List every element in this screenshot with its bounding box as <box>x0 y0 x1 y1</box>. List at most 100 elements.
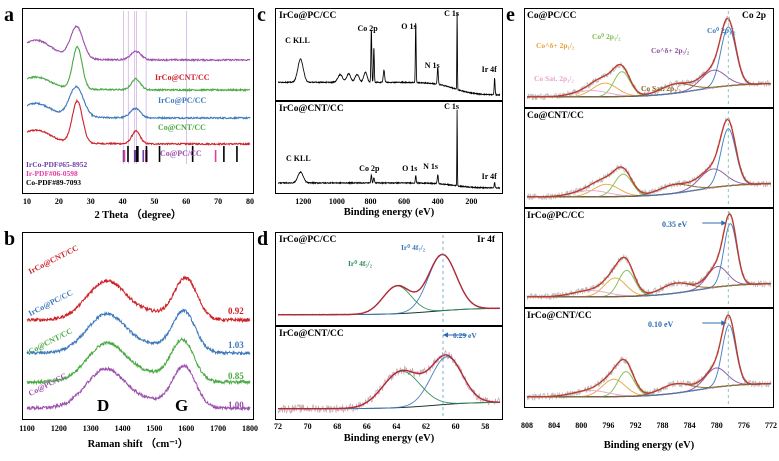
panel-c-letter: c <box>257 4 266 26</box>
x-tick: 1200 <box>50 424 67 433</box>
panel-b-ratio-3: 1.00 <box>228 400 244 410</box>
panel-d-letter: d <box>257 228 269 250</box>
x-tick: 1600 <box>178 424 195 433</box>
x-tick: 62 <box>422 422 430 431</box>
panel-a-plot <box>26 11 251 164</box>
panel-e-label-co0-2p12: Co⁰ 2p₁/₂ <box>592 32 621 41</box>
x-tick: 1800 <box>242 424 258 433</box>
x-tick: 1100 <box>19 424 35 433</box>
x-tick: 72 <box>274 422 282 431</box>
panel-e-plot <box>526 11 772 404</box>
panel-c-top-title: IrCo@PC/CC <box>279 11 337 21</box>
panel-c-peak-label: C KLL <box>286 153 311 163</box>
x-tick: 68 <box>333 422 342 431</box>
x-tick: 1700 <box>210 424 227 433</box>
panel-d-comp-52-label: Ir⁰ 4f₅/₂ <box>348 259 372 268</box>
panel-c-peak-label: C KLL <box>285 36 310 46</box>
x-tick: 10 <box>23 197 31 206</box>
panel-b-plot <box>26 275 251 412</box>
x-tick: 788 <box>656 421 669 430</box>
panel-c-peak-label: O 1s <box>402 163 418 173</box>
x-tick: 30 <box>86 197 95 206</box>
panel-c-peak-label: O 1s <box>401 22 417 32</box>
x-tick: 800 <box>575 421 588 430</box>
x-tick: 64 <box>392 422 401 431</box>
panel-e-title-1: Co@CNT/CC <box>527 111 584 121</box>
panel-d-top-title: IrCo@PC/CC <box>279 235 337 245</box>
x-tick: 80 <box>246 197 254 206</box>
panel-c-peak-label: Ir 4f <box>481 64 497 74</box>
panel-a-frame <box>22 8 254 194</box>
panel-c-peak-label: N 1s <box>424 60 440 70</box>
x-tick: 772 <box>765 421 777 430</box>
panel-c-peak-label: Co 2p <box>359 163 380 173</box>
x-tick: 808 <box>521 421 533 430</box>
x-tick: 796 <box>602 421 615 430</box>
panel-e-label-co-delta-2p12: Co^δ+ 2p₁/₂ <box>536 41 575 50</box>
panel-a-card-2: Co-PDF#89-7093 <box>26 178 81 187</box>
panel-e-label-co-sat-2p32: Co Sat. 2p₃/₂ <box>641 84 681 93</box>
x-tick: 792 <box>629 421 642 430</box>
x-tick: 1400 <box>114 424 131 433</box>
panel-c-peak-label: C 1s <box>444 9 459 19</box>
x-tick: 1500 <box>146 424 163 433</box>
panel-b-frame <box>22 232 254 420</box>
x-tick: 20 <box>54 197 63 206</box>
panel-a-card-1: Ir-PDF#06-0598 <box>26 169 78 178</box>
panel-a-xlabel: 2 Theta （degree） <box>94 210 182 221</box>
panel-e-title-2: IrCo@PC/CC <box>527 211 585 221</box>
panel-e-letter: e <box>506 4 515 26</box>
x-tick: 776 <box>737 421 750 430</box>
panel-e-corner-label: Co 2p <box>742 11 767 21</box>
x-tick: 50 <box>150 197 159 206</box>
panel-d-frame-bottom <box>275 326 503 420</box>
panel-e-title-0: Co@PC/CC <box>527 11 577 21</box>
panel-e-shift-pc: 0.35 eV <box>662 220 688 229</box>
panel-a-curve-label-3: Co@PC/CC <box>160 149 202 158</box>
x-tick: 400 <box>431 197 444 206</box>
panel-a-card-0: IrCo-PDF#65-8952 <box>26 160 88 169</box>
x-tick: 40 <box>118 197 127 206</box>
x-tick: 1200 <box>295 197 312 206</box>
x-tick: 70 <box>214 197 223 206</box>
panel-b-ratio-2: 0.85 <box>228 371 244 381</box>
panel-e-label-co-delta-2p32: Co^δ+ 2p₃/₂ <box>651 46 690 55</box>
panel-b-ratio-1: 1.03 <box>228 340 244 350</box>
x-tick: 1000 <box>328 197 345 206</box>
x-tick: 600 <box>398 197 411 206</box>
panel-b-band-g: G <box>175 396 189 415</box>
x-tick: 1300 <box>82 424 99 433</box>
x-tick: 780 <box>710 421 723 430</box>
panel-e-xlabel: Binding energy (eV) <box>603 440 695 451</box>
x-tick: 60 <box>451 422 460 431</box>
panel-c-peak-label: Co 2p <box>357 23 378 33</box>
panel-c-frame-top <box>275 8 503 101</box>
panel-e-title-3: IrCo@CNT/CC <box>527 311 592 321</box>
panel-e-label-co-sat-2p12: Co Sat. 2p₁/₂ <box>534 74 574 83</box>
x-tick: 66 <box>362 422 371 431</box>
panel-c-xlabel: Binding energy (eV) <box>343 207 435 218</box>
x-tick: 60 <box>182 197 191 206</box>
panel-b-ratio-0: 0.92 <box>228 306 244 316</box>
panel-c-frame-bottom <box>275 101 503 194</box>
x-tick: 800 <box>364 197 377 206</box>
panel-e-label-co0-2p32: Co⁰ 2p₃/₂ <box>707 26 736 35</box>
panel-e-frame-2 <box>524 208 774 308</box>
panel-d-corner-label: Ir 4f <box>477 235 496 245</box>
panel-a-curve-label-2: Co@CNT/CC <box>158 123 206 132</box>
panel-a-letter: a <box>4 4 14 26</box>
x-tick: 58 <box>481 422 490 431</box>
x-tick: 200 <box>465 197 478 206</box>
x-tick: 784 <box>683 421 696 430</box>
panel-a-curve-label-0: IrCo@CNT/CC <box>155 73 210 82</box>
panel-d-bottom-title: IrCo@CNT/CC <box>279 329 344 339</box>
panel-d-plot <box>277 235 501 416</box>
panel-c-peak-label: N 1s <box>423 161 438 171</box>
panel-c-peak-label: Ir 4f <box>481 172 497 182</box>
panel-a-curve-label-1: IrCo@PC/CC <box>158 96 207 105</box>
panel-b-band-d: D <box>97 396 110 415</box>
panel-d-xlabel: Binding energy (eV) <box>343 433 435 444</box>
x-tick: 804 <box>548 421 561 430</box>
panel-d-shift-label: 0.29 eV <box>453 331 477 340</box>
